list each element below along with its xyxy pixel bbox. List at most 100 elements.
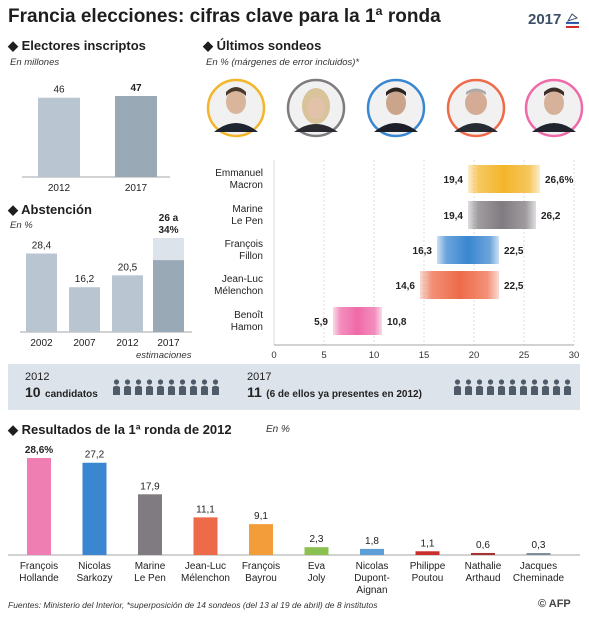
electores-heading: ◆ Electores inscriptos xyxy=(8,38,146,53)
resultados-bar-2 xyxy=(138,494,162,555)
resultados-name-0-1: Hollande xyxy=(19,573,59,584)
resultados-value-7: 1,1 xyxy=(421,538,435,549)
resultados-bar-3 xyxy=(193,517,218,555)
sondeos-tick-30: 30 xyxy=(569,350,580,361)
footer-sources: Fuentes: Ministerio del Interior, *super… xyxy=(8,600,378,610)
resultados-name-5-0: Eva xyxy=(308,561,326,572)
sondeos-heading: ◆ Últimos sondeos xyxy=(203,38,322,53)
person-2017-5-icon xyxy=(498,379,505,395)
electores-bar-2017 xyxy=(115,96,157,177)
person-2012-2-icon xyxy=(124,379,131,395)
portrait-hamon xyxy=(524,78,584,138)
resultados-name-7-0: Philippe xyxy=(410,561,446,572)
resultados-chart: 28,6%FrançoisHollande27,2NicolasSarkozy1… xyxy=(8,445,580,596)
electores-value-2017: 47 xyxy=(130,83,142,94)
sondeos-high-2: 22,5 xyxy=(504,246,524,257)
sondeos-tick-10: 10 xyxy=(369,350,380,361)
resultados-value-1: 27,2 xyxy=(85,450,105,461)
resultados-name-6-2: Aignan xyxy=(356,585,387,596)
badge-text: 2017 xyxy=(528,11,561,28)
abstencion-note: estimaciones xyxy=(136,350,192,361)
electores-unit: En millones xyxy=(10,57,60,68)
person-2017-10-icon xyxy=(553,379,560,395)
resultados-unit: En % xyxy=(266,424,290,435)
person-2017-2-icon xyxy=(465,379,472,395)
resultados-value-3: 11,1 xyxy=(196,504,215,515)
resultados-value-6: 1,8 xyxy=(365,536,379,547)
sondeos-high-3: 22,5 xyxy=(504,281,524,292)
portrait-fillon xyxy=(366,78,426,138)
resultados-bar-6 xyxy=(360,548,384,555)
abstencion-bar-2012 xyxy=(112,275,143,332)
sondeos-name-3-b: Mélenchon xyxy=(214,286,263,297)
resultados-name-8-0: Nathalie xyxy=(465,561,502,572)
sondeos-tick-15: 15 xyxy=(419,350,430,361)
resultados-name-1-1: Sarkozy xyxy=(76,573,112,584)
person-2012-3-icon xyxy=(135,379,142,395)
resultados-value-8: 0,6 xyxy=(476,540,490,551)
abstencion-value-2017-a: 26 a xyxy=(159,213,179,224)
abstencion-value-2017-b: 34% xyxy=(158,225,178,236)
sondeos-tick-20: 20 xyxy=(469,350,480,361)
person-2012-9-icon xyxy=(201,379,208,395)
resultados-bar-1 xyxy=(82,462,107,555)
resultados-name-8-1: Arthaud xyxy=(465,573,500,584)
person-2017-6-icon xyxy=(509,379,516,395)
sondeos-low-1: 19,4 xyxy=(444,211,464,222)
sondeos-low-4: 5,9 xyxy=(314,317,328,328)
sondeos-bar-2 xyxy=(437,236,499,264)
resultados-name-4-0: François xyxy=(242,561,280,572)
person-2012-8-icon xyxy=(190,379,197,395)
resultados-heading: ◆ Resultados de la 1ª ronda de 2012 xyxy=(8,422,232,437)
count-2017: 11 (6 de ellos ya presentes en 2012) xyxy=(247,384,422,400)
resultados-name-7-1: Poutou xyxy=(412,573,444,584)
count-2012-year: 2012 xyxy=(25,371,50,383)
sondeos-low-2: 16,3 xyxy=(413,246,433,257)
sondeos-name-1-a: Marine xyxy=(232,204,263,215)
resultados-name-9-1: Cheminade xyxy=(513,573,565,584)
portrait-macron xyxy=(206,78,266,138)
resultados-name-5-1: Joly xyxy=(308,573,326,584)
afp-credit: © AFP xyxy=(538,598,571,610)
resultados-value-9: 0,3 xyxy=(532,540,546,551)
resultados-name-6-0: Nicolas xyxy=(356,561,389,572)
resultados-name-1-0: Nicolas xyxy=(78,561,111,572)
sondeos-name-4-a: Benoît xyxy=(234,310,263,321)
count-2017-year: 2017 xyxy=(247,371,272,383)
resultados-name-0-0: François xyxy=(20,561,58,572)
abstencion-bar-2007 xyxy=(69,287,100,332)
resultados-name-2-1: Le Pen xyxy=(134,573,166,584)
abstencion-bar-2017 xyxy=(153,260,184,332)
sondeos-bar-0 xyxy=(468,165,540,193)
person-2017-4-icon xyxy=(487,379,494,395)
person-2012-4-icon xyxy=(146,379,153,395)
resultados-bar-7 xyxy=(415,551,440,555)
sondeos-high-4: 10,8 xyxy=(387,317,407,328)
person-2012-1-icon xyxy=(113,379,120,395)
count-2012: 10 candidatos xyxy=(25,384,98,400)
resultados-bar-4 xyxy=(249,524,273,555)
sondeos-unit: En % (márgenes de error incluidos)* xyxy=(206,57,360,68)
person-2017-9-icon xyxy=(542,379,549,395)
sondeos-tick-25: 25 xyxy=(519,350,530,361)
candidates-count-band xyxy=(8,364,580,410)
candidate-people-icons xyxy=(113,379,571,395)
abstencion-bar-2002 xyxy=(26,253,57,332)
person-2017-11-icon xyxy=(564,379,571,395)
sondeos-bar-3 xyxy=(420,271,499,299)
electores-year-2017: 2017 xyxy=(125,183,148,194)
electores-value-2012: 46 xyxy=(53,85,65,96)
resultados-name-9-0: Jacques xyxy=(520,561,557,572)
abstencion-value-2012: 20,5 xyxy=(118,262,138,273)
sondeos-low-0: 19,4 xyxy=(444,175,464,186)
portrait-melenchon xyxy=(446,78,506,138)
person-2012-7-icon xyxy=(179,379,186,395)
sondeos-high-1: 26,2 xyxy=(541,211,561,222)
sondeos-name-1-b: Le Pen xyxy=(231,216,263,227)
page-title: Francia elecciones: cifras clave para la… xyxy=(8,6,441,27)
person-2017-1-icon xyxy=(454,379,461,395)
sondeos-high-0: 26,6% xyxy=(545,175,573,186)
resultados-value-0: 28,6% xyxy=(25,445,53,456)
sondeos-name-3-a: Jean-Luc xyxy=(222,274,263,285)
